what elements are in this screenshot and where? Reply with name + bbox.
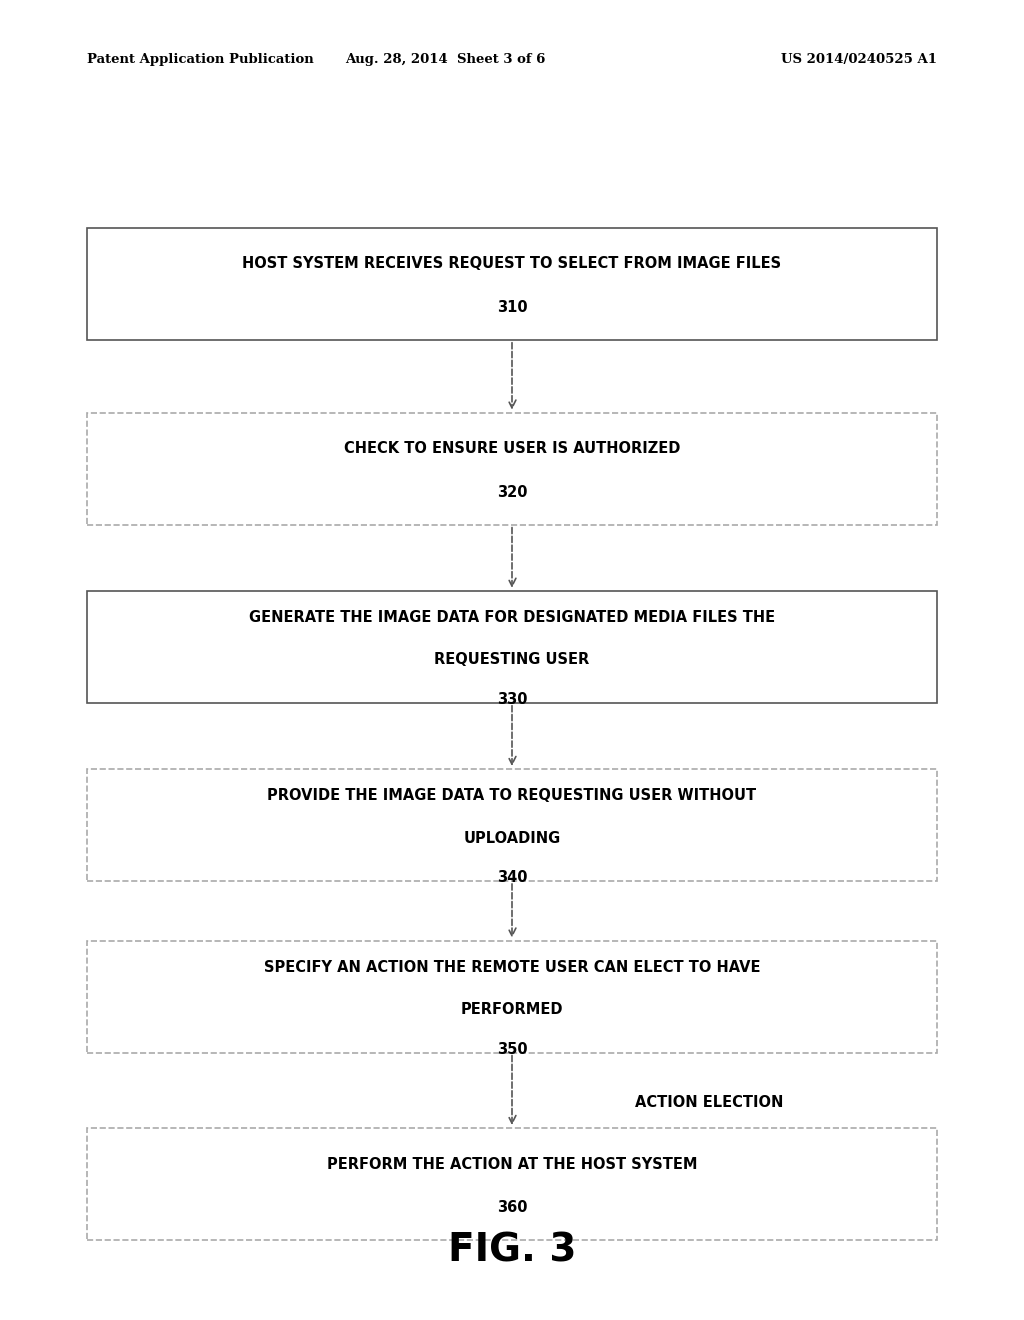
Text: US 2014/0240525 A1: US 2014/0240525 A1 — [781, 53, 937, 66]
Text: FIG. 3: FIG. 3 — [447, 1232, 577, 1269]
Text: 320: 320 — [497, 484, 527, 500]
FancyBboxPatch shape — [87, 768, 937, 882]
Text: REQUESTING USER: REQUESTING USER — [434, 652, 590, 668]
Text: GENERATE THE IMAGE DATA FOR DESIGNATED MEDIA FILES THE: GENERATE THE IMAGE DATA FOR DESIGNATED M… — [249, 610, 775, 626]
Text: Aug. 28, 2014  Sheet 3 of 6: Aug. 28, 2014 Sheet 3 of 6 — [345, 53, 546, 66]
Text: PERFORMED: PERFORMED — [461, 1002, 563, 1018]
Text: ACTION ELECTION: ACTION ELECTION — [635, 1094, 783, 1110]
FancyBboxPatch shape — [87, 940, 937, 1053]
Text: 330: 330 — [497, 692, 527, 708]
FancyBboxPatch shape — [87, 1127, 937, 1241]
FancyBboxPatch shape — [87, 591, 937, 702]
Text: 340: 340 — [497, 870, 527, 886]
Text: 350: 350 — [497, 1041, 527, 1057]
Text: 310: 310 — [497, 300, 527, 315]
Text: Patent Application Publication: Patent Application Publication — [87, 53, 313, 66]
Text: CHECK TO ENSURE USER IS AUTHORIZED: CHECK TO ENSURE USER IS AUTHORIZED — [344, 441, 680, 457]
Text: 360: 360 — [497, 1200, 527, 1216]
Text: PROVIDE THE IMAGE DATA TO REQUESTING USER WITHOUT: PROVIDE THE IMAGE DATA TO REQUESTING USE… — [267, 788, 757, 804]
FancyBboxPatch shape — [87, 412, 937, 524]
Text: SPECIFY AN ACTION THE REMOTE USER CAN ELECT TO HAVE: SPECIFY AN ACTION THE REMOTE USER CAN EL… — [264, 960, 760, 975]
Text: HOST SYSTEM RECEIVES REQUEST TO SELECT FROM IMAGE FILES: HOST SYSTEM RECEIVES REQUEST TO SELECT F… — [243, 256, 781, 272]
Text: PERFORM THE ACTION AT THE HOST SYSTEM: PERFORM THE ACTION AT THE HOST SYSTEM — [327, 1156, 697, 1172]
FancyBboxPatch shape — [87, 227, 937, 339]
Text: UPLOADING: UPLOADING — [464, 830, 560, 846]
